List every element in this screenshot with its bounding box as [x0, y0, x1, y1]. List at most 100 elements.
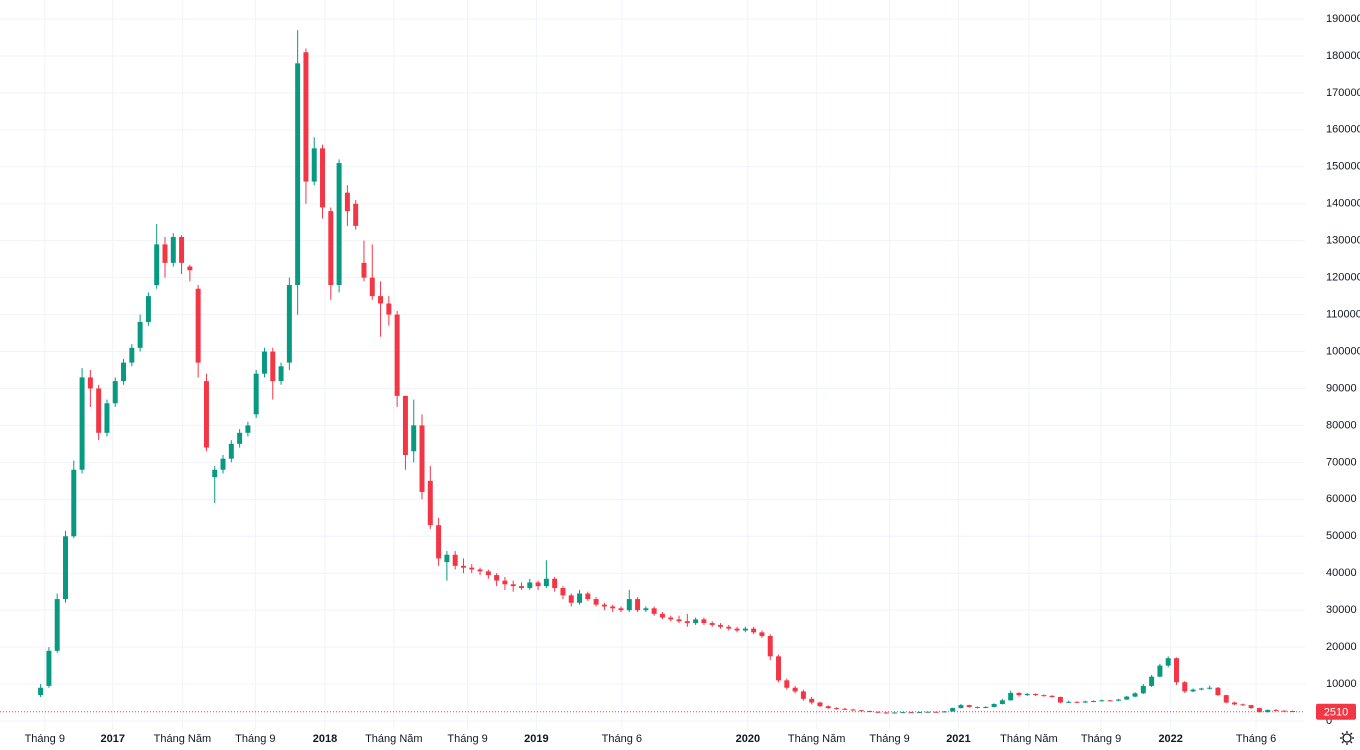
- candle: [966, 704, 972, 708]
- candle: [875, 711, 881, 713]
- candle: [1281, 710, 1287, 712]
- y-tick-label: 20000: [1326, 641, 1357, 653]
- candle: [278, 362, 284, 385]
- candle: [112, 377, 118, 407]
- candle: [684, 613, 690, 627]
- candle-body: [519, 586, 524, 588]
- candle-body: [792, 687, 798, 692]
- candle: [427, 466, 433, 529]
- candle: [46, 647, 52, 688]
- candle: [270, 347, 276, 400]
- candle: [63, 530, 68, 603]
- candle: [585, 591, 591, 601]
- candle: [858, 709, 864, 712]
- candle: [1273, 709, 1279, 712]
- candle-body: [701, 619, 707, 624]
- candle-body: [1165, 658, 1171, 666]
- candle-body: [485, 571, 491, 576]
- candle: [96, 384, 102, 441]
- y-tick-label: 90000: [1326, 382, 1357, 394]
- candle: [295, 30, 301, 315]
- candle-body: [1008, 692, 1014, 701]
- candle: [195, 285, 201, 378]
- candle: [502, 576, 508, 590]
- candle-body: [270, 351, 276, 382]
- candle-body: [1256, 708, 1262, 713]
- candle-body: [543, 578, 549, 587]
- y-tick-label: 30000: [1326, 604, 1357, 616]
- candle: [999, 698, 1005, 705]
- candle-body: [950, 708, 956, 712]
- candle-body: [585, 593, 591, 600]
- candle-body: [577, 593, 583, 603]
- candle: [593, 597, 599, 607]
- candle: [991, 703, 997, 708]
- candle-body: [245, 425, 251, 433]
- candle: [883, 712, 889, 714]
- candle: [38, 684, 44, 697]
- candle-body: [112, 381, 118, 404]
- candle-body: [1057, 696, 1063, 703]
- x-tick-label: 2019: [524, 733, 548, 745]
- last-price-box: [1316, 703, 1356, 720]
- y-tick-label: 0: [1326, 715, 1332, 727]
- candle-body: [460, 565, 466, 568]
- y-tick-label: 140000: [1326, 198, 1360, 210]
- candle: [535, 580, 541, 590]
- candle-body: [1290, 711, 1296, 713]
- y-tick-label: 170000: [1326, 87, 1360, 99]
- candle-body: [170, 236, 176, 263]
- candle: [809, 696, 815, 705]
- candle-body: [709, 623, 715, 625]
- candle-body: [1248, 705, 1254, 709]
- candle: [1157, 663, 1163, 678]
- candle-body: [751, 628, 757, 633]
- candle: [1215, 687, 1221, 696]
- candle: [693, 617, 699, 625]
- candle-body: [1223, 695, 1229, 703]
- candle-body: [991, 704, 997, 707]
- x-tick-label: Tháng 9: [869, 733, 909, 745]
- candle-body: [1066, 701, 1072, 703]
- candle-body: [1265, 709, 1271, 713]
- candle: [983, 706, 989, 709]
- settings-icon[interactable]: [1340, 731, 1354, 745]
- candle-body: [1074, 701, 1080, 703]
- y-tick-label: 100000: [1326, 345, 1360, 357]
- candle-body: [734, 628, 740, 631]
- candle-body: [668, 617, 674, 620]
- candle-body: [1232, 702, 1238, 705]
- candle-body: [1049, 695, 1055, 697]
- y-tick-label: 40000: [1326, 567, 1357, 579]
- candle: [1256, 707, 1262, 713]
- candle: [154, 224, 160, 289]
- candle-body: [1190, 689, 1196, 692]
- candle: [1140, 684, 1146, 695]
- candle-body: [883, 712, 889, 714]
- candle-body: [261, 351, 267, 374]
- candle-body: [941, 711, 947, 713]
- candle: [527, 578, 533, 590]
- candle: [220, 454, 226, 474]
- candle-body: [1041, 695, 1047, 697]
- candle: [842, 707, 848, 710]
- candle-body: [834, 708, 840, 710]
- candle-body: [676, 619, 682, 622]
- candle-body: [394, 314, 400, 396]
- candle-body: [361, 262, 367, 278]
- candle-body: [477, 569, 483, 572]
- candle-body: [767, 636, 773, 657]
- candle-body: [983, 706, 989, 708]
- candle-body: [933, 711, 939, 713]
- candle: [941, 711, 947, 713]
- candle-body: [527, 582, 533, 588]
- candle: [179, 235, 185, 274]
- candle: [494, 573, 500, 587]
- candle-body: [336, 163, 342, 286]
- candle-body: [1215, 687, 1221, 696]
- candle: [311, 137, 317, 186]
- candle: [651, 606, 657, 616]
- candle-body: [651, 608, 657, 614]
- candle: [1223, 694, 1229, 704]
- candle-body: [684, 621, 690, 624]
